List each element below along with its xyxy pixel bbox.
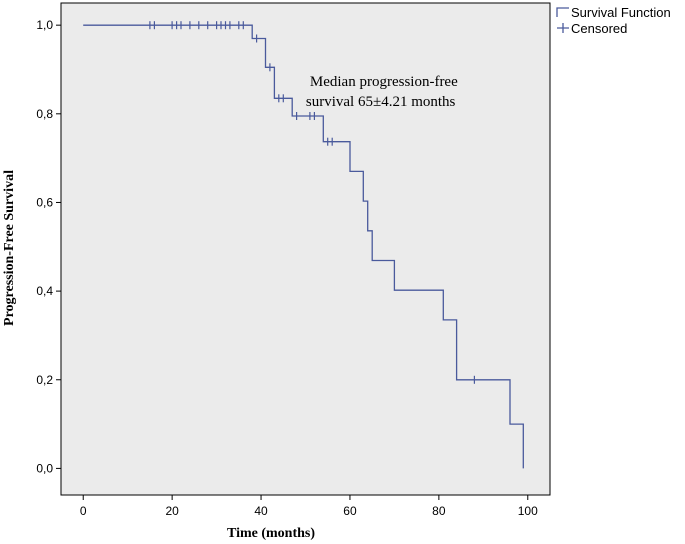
legend: Survival Function Censored	[556, 5, 671, 36]
plot-area	[60, 2, 551, 496]
legend-survival-function: Survival Function	[571, 5, 671, 20]
y-tick-label: 1,0	[36, 18, 53, 32]
x-tick-label: 0	[80, 504, 87, 518]
x-axis: 0 20 40 60 80 100	[80, 495, 538, 518]
y-tick-label: 0,4	[36, 284, 53, 298]
y-tick-label: 0,6	[36, 195, 53, 209]
censored-marks	[149, 21, 475, 384]
y-tick-label: 0,8	[36, 107, 53, 121]
survival-function-line	[83, 24, 524, 469]
survival-function-legend-icon	[556, 7, 569, 17]
y-tick-label: 0,0	[36, 461, 53, 475]
median-annotation-line-2: survival 65±4.21 months	[306, 94, 456, 110]
x-tick-label: 100	[518, 504, 538, 518]
y-axis: 0,0 0,2 0,4 0,6 0,8 1,0	[36, 18, 61, 475]
x-tick-label: 60	[343, 504, 357, 518]
x-axis-title: Time (months)	[227, 526, 315, 541]
censored-legend-icon	[557, 23, 569, 33]
legend-censored: Censored	[571, 21, 627, 36]
y-axis-title: Progression-Free Survival	[2, 170, 17, 326]
x-tick-label: 80	[432, 504, 446, 518]
x-tick-label: 20	[165, 504, 179, 518]
median-annotation-line-1: Median progression-free	[310, 74, 458, 90]
y-tick-label: 0,2	[36, 373, 53, 387]
x-tick-label: 40	[254, 504, 268, 518]
